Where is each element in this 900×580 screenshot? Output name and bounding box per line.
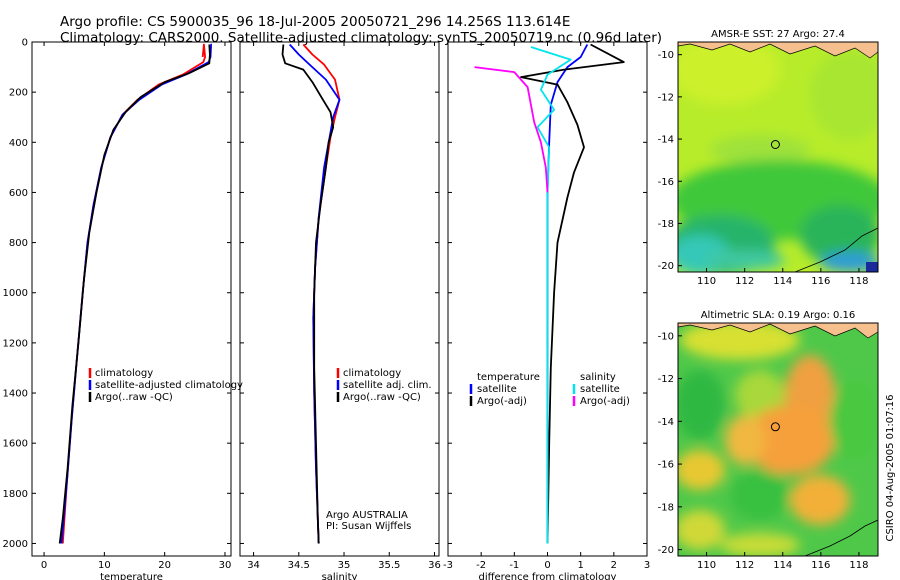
difference-xtick-label: -2 [476,560,486,571]
depth-tick-label: 1600 [3,439,28,450]
depth-tick-label: 200 [9,88,28,99]
sla-map-field [678,323,878,556]
sst-map-xtick-label: 110 [697,276,716,287]
depth-tick-label: 0 [22,38,28,49]
difference-series-3 [474,66,549,193]
temperature-xtick-label: 20 [158,560,171,571]
sla-map-ytick-label: -16 [658,460,674,471]
depth-tick-label: 1400 [3,389,28,400]
sst-map-xtick-label: 118 [849,276,868,287]
depth-tick-label: 2000 [3,539,28,550]
sla-map-frame [677,322,879,557]
sla-map-xtick-label: 110 [697,560,716,571]
sla-map-ytick-label: -18 [658,502,674,513]
sst-map-ytick-label: -18 [658,219,674,230]
difference-panel: -3 -2 -1 0 1 2 3 difference from climatology tem… [443,41,650,580]
difference-legend-left-label: Argo(-adj) [477,396,527,407]
sst-map-argo-marker [770,140,780,149]
salinity-xtick-label: 34 [247,560,260,571]
depth-tick-label: 600 [9,188,28,199]
difference-xtick-label: -3 [443,560,453,571]
temperature-series-0 [61,43,207,544]
sst-map-frame [677,41,879,273]
salinity-series-0 [302,43,341,544]
sst-map-field [678,42,878,272]
salinity-annotation: Argo AUSTRALIA [326,510,408,521]
sst-map-title: AMSR-E SST: 27 Argo: 27.4 [711,29,845,40]
temperature-series-2 [58,44,211,544]
temperature-frame [31,41,232,557]
sst-map [678,42,878,272]
temperature-legend-label: climatology [95,368,153,379]
salinity-panel: 34 34.5 35 35.5 36 salinity climatologysatelli… [239,41,441,580]
difference-legend-left-label: satellite [477,384,517,395]
salinity-xtick-label: 35.5 [378,560,400,571]
sst-map-coastline [794,227,878,272]
difference-series-1 [520,43,625,544]
sla-map-ytick-label: -10 [658,331,674,342]
sla-map-xtick-label: 116 [811,560,830,571]
sla-map-ytick-label: -20 [658,545,674,556]
sla-map-ytick-label: -14 [658,417,674,428]
depth-tick-label: 1800 [3,489,28,500]
temperature-legend-label: Argo(..raw -QC) [95,392,173,403]
footer-timestamp: CSIRO 04-Aug-2005 01:07:16 [885,394,896,541]
difference-legend-left-label: temperature [477,372,540,383]
salinity-legend-label: satellite adj. clim. [343,380,432,391]
sst-map-land [678,42,878,59]
sla-map-land [678,323,878,339]
salinity-legend-label: climatology [343,368,401,379]
salinity-xlabel: salinity [322,572,358,580]
sla-map-axes: 110 112 114 116 118 -10 -12 -14 -16 -18 -20 [658,331,869,571]
difference-xtick-label: 3 [644,560,650,571]
sst-map-xtick-label: 112 [735,276,754,287]
sst-map-ytick-label: -12 [658,92,674,103]
sla-map-xtick-label: 114 [773,560,792,571]
temperature-xtick-label: 0 [41,560,47,571]
difference-xlabel: difference from climatology [479,572,617,580]
difference-xtick-label: -1 [509,560,519,571]
salinity-legend-label: Argo(..raw -QC) [343,392,421,403]
depth-tick-label: 1200 [3,338,28,349]
sst-map-axes: 110 112 114 116 118 -10 -12 -14 -16 -18 -20 [658,50,869,287]
sst-map-xtick-label: 116 [811,276,830,287]
salinity-series-2 [281,44,335,544]
difference-xtick-label: 2 [611,560,617,571]
depth-tick-label: 1000 [3,288,28,299]
temperature-xlabel: temperature [100,572,163,580]
temperature-xtick-label: 30 [219,560,232,571]
sla-map-title: Altimetric SLA: 0.19 Argo: 0.16 [701,310,856,321]
difference-legend-right-label: salinity [580,372,616,383]
profile-title: Argo profile: CS 5900035_96 18-Jul-2005 … [60,14,571,30]
sla-map-xtick-label: 118 [849,560,868,571]
temperature-series-1 [60,43,213,544]
depth-tick-label: 400 [9,138,28,149]
sst-map-xtick-label: 114 [773,276,792,287]
temperature-xtick-label: 10 [98,560,111,571]
salinity-frame [239,41,440,557]
sla-map-xtick-label: 112 [735,560,754,571]
difference-legend-right-label: Argo(-adj) [580,396,630,407]
sla-map-argo-marker [770,422,780,432]
difference-legend-right-label: satellite [580,384,620,395]
sla-map [678,323,878,556]
difference-xtick-label: 0 [544,560,550,571]
difference-series-2 [530,46,572,544]
sst-map-ytick-label: -16 [658,177,674,188]
sst-map-ytick-label: -10 [658,50,674,61]
salinity-xtick-label: 34.5 [288,560,310,571]
sst-map-ytick-label: -14 [658,135,674,146]
salinity-xtick-label: 35 [338,560,351,571]
difference-xtick-label: 1 [577,560,583,571]
temperature-panel: 0 10 20 30 0 200 400 600 800 1000 1200 1400 1600 1800… [3,38,243,580]
salinity-xtick-label: 36 [428,560,441,571]
salinity-annotation: PI: Susan Wijffels [326,521,411,532]
temperature-legend-label: satellite-adjusted climatology [95,380,243,391]
sst-map-ytick-label: -20 [658,261,674,272]
sla-map-coastline [804,519,878,556]
depth-tick-label: 800 [9,238,28,249]
sla-map-ytick-label: -12 [658,374,674,385]
